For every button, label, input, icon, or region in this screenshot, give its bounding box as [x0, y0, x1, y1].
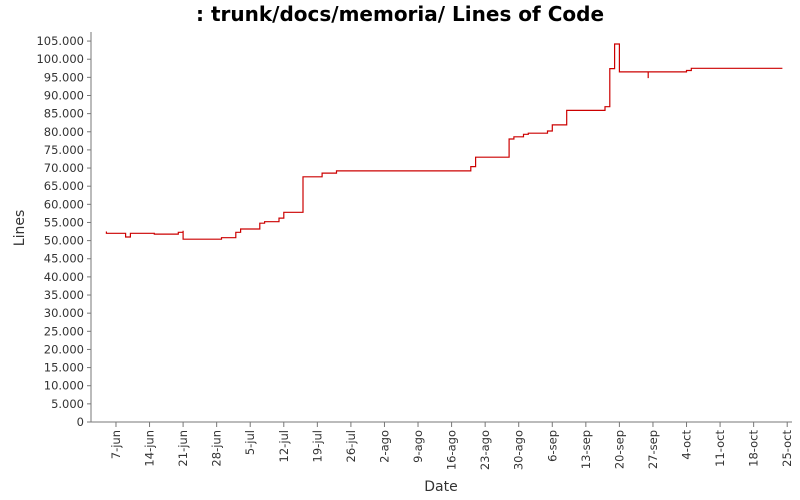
y-tick-label: 75.000 [44, 143, 84, 157]
y-tick-label: 45.000 [44, 252, 84, 266]
x-tick-label: 26-jul [344, 430, 358, 462]
y-tick-label: 65.000 [44, 179, 84, 193]
y-tick-label: 0 [77, 415, 84, 429]
x-tick-label: 25-oct [780, 430, 794, 467]
x-tick-label: 23-ago [478, 430, 492, 470]
y-axis-ticks: 0 5.000 10.000 15.000 20.000 25.000 30.000 35.0… [36, 34, 91, 429]
x-axis-label: Date [424, 479, 457, 495]
chart-title: : trunk/docs/memoria/ Lines of Code [195, 2, 605, 26]
y-tick-label: 25.000 [44, 324, 84, 338]
y-tick-label: 100.000 [36, 52, 84, 66]
y-tick-label: 40.000 [44, 270, 84, 284]
y-tick-label: 50.000 [44, 234, 84, 248]
y-tick-label: 70.000 [44, 161, 84, 175]
y-tick-label: 30.000 [44, 306, 84, 320]
x-tick-label: 14-jun [143, 430, 157, 467]
y-tick-label: 10.000 [44, 379, 84, 393]
x-tick-label: 19-jul [310, 430, 324, 462]
x-tick-label: 13-sep [579, 430, 593, 469]
x-tick-label: 11-oct [713, 430, 727, 467]
x-tick-label: 30-ago [512, 430, 526, 470]
y-tick-label: 60.000 [44, 197, 84, 211]
series-layer [105, 43, 783, 240]
x-tick-label: 7-jun [109, 430, 123, 459]
x-tick-label: 12-jul [277, 430, 291, 462]
x-tick-label: 16-ago [445, 430, 459, 470]
y-tick-label: 90.000 [44, 88, 84, 102]
y-axis-label: Lines [12, 210, 28, 246]
plot-area [92, 32, 792, 422]
x-tick-label: 2-ago [377, 430, 391, 463]
x-tick-label: 28-jun [210, 430, 224, 467]
x-tick-label: 21-jun [176, 430, 190, 467]
y-tick-label: 80.000 [44, 125, 84, 139]
x-tick-label: 4-oct [680, 430, 694, 460]
y-tick-label: 55.000 [44, 215, 84, 229]
x-tick-label: 5-jul [243, 430, 257, 455]
y-tick-label: 15.000 [44, 361, 84, 375]
x-tick-label: 9-ago [411, 430, 425, 463]
y-tick-label: 5.000 [51, 397, 84, 411]
x-tick-label: 27-sep [646, 430, 660, 469]
series-line [105, 43, 783, 240]
y-tick-label: 95.000 [44, 70, 84, 84]
y-tick-label: 85.000 [44, 107, 84, 121]
x-tick-label: 6-sep [545, 430, 559, 462]
x-tick-label: 18-oct [747, 430, 761, 467]
x-axis-ticks: 7-jun 14-jun 21-jun 28-jun 5-jul 12-jul 19-jul… [109, 422, 794, 470]
y-tick-label: 20.000 [44, 342, 84, 356]
y-tick-label: 35.000 [44, 288, 84, 302]
x-tick-label: 20-sep [612, 430, 626, 469]
y-tick-label: 105.000 [36, 34, 84, 48]
